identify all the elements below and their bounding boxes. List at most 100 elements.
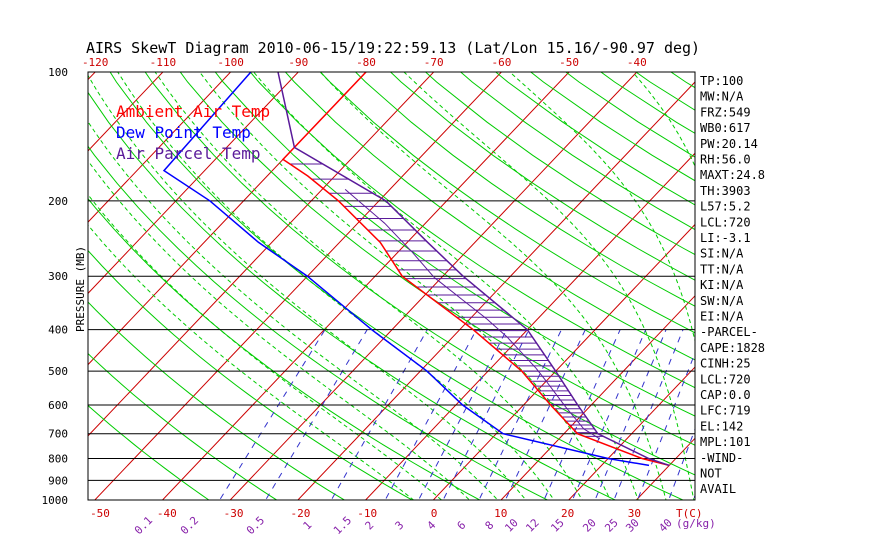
index-label: KI:N/A xyxy=(700,278,744,292)
pressure-tick-label: 800 xyxy=(48,453,68,466)
mixing-ratio-tick-label: 1.5 xyxy=(331,514,354,537)
index-label: EL:142 xyxy=(700,419,743,433)
cape-hatch-diagonal xyxy=(556,394,567,408)
mixing-ratio-tick-label: 12 xyxy=(523,516,542,535)
dry-adiabat xyxy=(88,404,210,500)
mixing-ratio-line xyxy=(478,329,562,500)
pressure-tick-label: 100 xyxy=(48,66,68,79)
mixing-ratio-line xyxy=(543,329,621,500)
moist-adiabat xyxy=(88,193,443,500)
index-label: LI:-3.1 xyxy=(700,231,751,245)
cape-hatch-diagonal xyxy=(412,252,435,278)
mixing-ratio-line xyxy=(330,329,428,500)
cape-hatch-diagonal xyxy=(546,381,557,396)
index-label: PW:20.14 xyxy=(700,137,758,151)
isotherm-line xyxy=(500,295,695,500)
index-label: TP:100 xyxy=(700,74,743,88)
mixing-ratio-tick-label: 2 xyxy=(363,519,377,533)
moist-adiabat xyxy=(199,72,611,500)
dry-adiabat xyxy=(284,72,695,361)
index-label: LCL:720 xyxy=(700,215,751,229)
bottom-temp-unit: T(C) xyxy=(676,507,703,520)
legend: Ambient Air Temp Dew Point Temp Air Parcel… xyxy=(116,102,270,163)
pressure-tick-label: 200 xyxy=(48,195,68,208)
pressure-tick-label: 500 xyxy=(48,365,68,378)
mixing-ratio-line xyxy=(384,329,477,500)
dry-adiabat xyxy=(88,352,278,500)
dry-adiabat xyxy=(389,72,695,281)
dry-adiabat xyxy=(88,91,617,500)
cape-hatch-diagonal xyxy=(583,428,601,440)
bottom-temp-tick-label: -40 xyxy=(157,507,177,520)
mixing-ratio-tick-label: 4 xyxy=(425,518,439,532)
bottom-temp-tick-label: -30 xyxy=(224,507,244,520)
mixing-ratio-line xyxy=(504,329,586,500)
mixing-ratio-line xyxy=(744,330,802,509)
mixing-ratio-tick-label: 40 xyxy=(656,516,675,535)
chart-title: AIRS SkewT Diagram 2010-06-15/19:22:59.1… xyxy=(86,39,700,57)
mixing-ratio-line xyxy=(265,329,368,500)
cape-hatch-diagonal xyxy=(506,336,523,354)
bottom-temp-tick-label: -10 xyxy=(357,507,377,520)
index-label: SW:N/A xyxy=(700,294,744,308)
index-label: RH:56.0 xyxy=(700,153,751,167)
dry-adiabat xyxy=(109,72,685,500)
dry-adiabat xyxy=(643,31,870,518)
moist-adiabat xyxy=(319,72,667,500)
dry-adiabat xyxy=(319,72,695,334)
mixing-ratio-tick-label: 8 xyxy=(483,519,497,533)
bottom-temp-tick-label: 20 xyxy=(561,507,574,520)
dry-adiabat xyxy=(565,72,695,158)
mixing-ratio-tick-label: 20 xyxy=(580,516,599,535)
index-label: WB0:617 xyxy=(700,121,751,135)
background-lines xyxy=(88,31,870,518)
index-label: TH:3903 xyxy=(700,184,751,198)
mixing-ratio-line xyxy=(594,329,667,500)
isotherm-line xyxy=(297,81,695,500)
moist-adiabat xyxy=(88,160,471,500)
top-temp-tick-label: -40 xyxy=(627,56,647,69)
top-temp-tick-label: -50 xyxy=(559,56,579,69)
mixing-ratio-tick-label: 3 xyxy=(393,519,407,533)
index-label: EI:N/A xyxy=(700,310,744,324)
index-label: MPL:101 xyxy=(700,435,751,449)
top-temp-tick-label: -110 xyxy=(150,56,177,69)
mixing-ratio-unit: (g/kg) xyxy=(676,517,716,530)
dry-adiabat xyxy=(88,197,481,500)
dry-adiabat xyxy=(179,72,695,446)
series-line-dew-point-temp xyxy=(162,72,650,467)
isotherm-line xyxy=(364,152,695,500)
dry-adiabat xyxy=(354,72,695,307)
dry-adiabat xyxy=(249,72,695,389)
pressure-tick-label: 700 xyxy=(48,428,68,441)
mixing-ratio-line xyxy=(571,329,647,500)
mixing-ratio-tick-label: 0.1 xyxy=(132,514,155,537)
top-temp-tick-label: -120 xyxy=(82,56,109,69)
cape-hatch-diagonal xyxy=(384,223,413,253)
top-temp-tick-label: -100 xyxy=(217,56,244,69)
isotherm-line xyxy=(94,72,503,500)
cape-hatch-diagonal xyxy=(565,406,576,419)
bottom-temp-tick-label: 30 xyxy=(628,507,641,520)
moist-adiabat xyxy=(117,72,555,500)
index-label: TT:N/A xyxy=(700,262,744,276)
index-label: -PARCEL- xyxy=(700,325,758,339)
bottom-temp-ticks: -50 -40 -30 -20 -10 0 10 20 30 T(C) xyxy=(90,507,702,520)
mixing-ratio-line xyxy=(418,329,508,500)
legend-entry: Dew Point Temp xyxy=(116,123,251,142)
index-label: CINH:25 xyxy=(700,357,751,371)
dry-adiabat xyxy=(88,249,414,500)
mixing-ratio-tick-label: 1 xyxy=(301,519,315,533)
index-label: MW:N/A xyxy=(700,90,744,104)
mixing-ratio-tick-label: 0.2 xyxy=(178,514,201,537)
index-label: L57:5.2 xyxy=(700,200,751,214)
bottom-temp-tick-label: 0 xyxy=(431,507,438,520)
mixing-ratio-line xyxy=(636,351,695,500)
moist-adiabat xyxy=(403,72,695,500)
index-label: CAP:0.0 xyxy=(700,388,751,402)
cape-hatch-diagonal xyxy=(521,352,537,369)
mixing-ratio-tick-label: 6 xyxy=(455,519,469,533)
pressure-tick-label: 400 xyxy=(48,324,68,337)
dry-adiabat xyxy=(88,301,346,500)
index-label: NOT xyxy=(700,467,722,481)
